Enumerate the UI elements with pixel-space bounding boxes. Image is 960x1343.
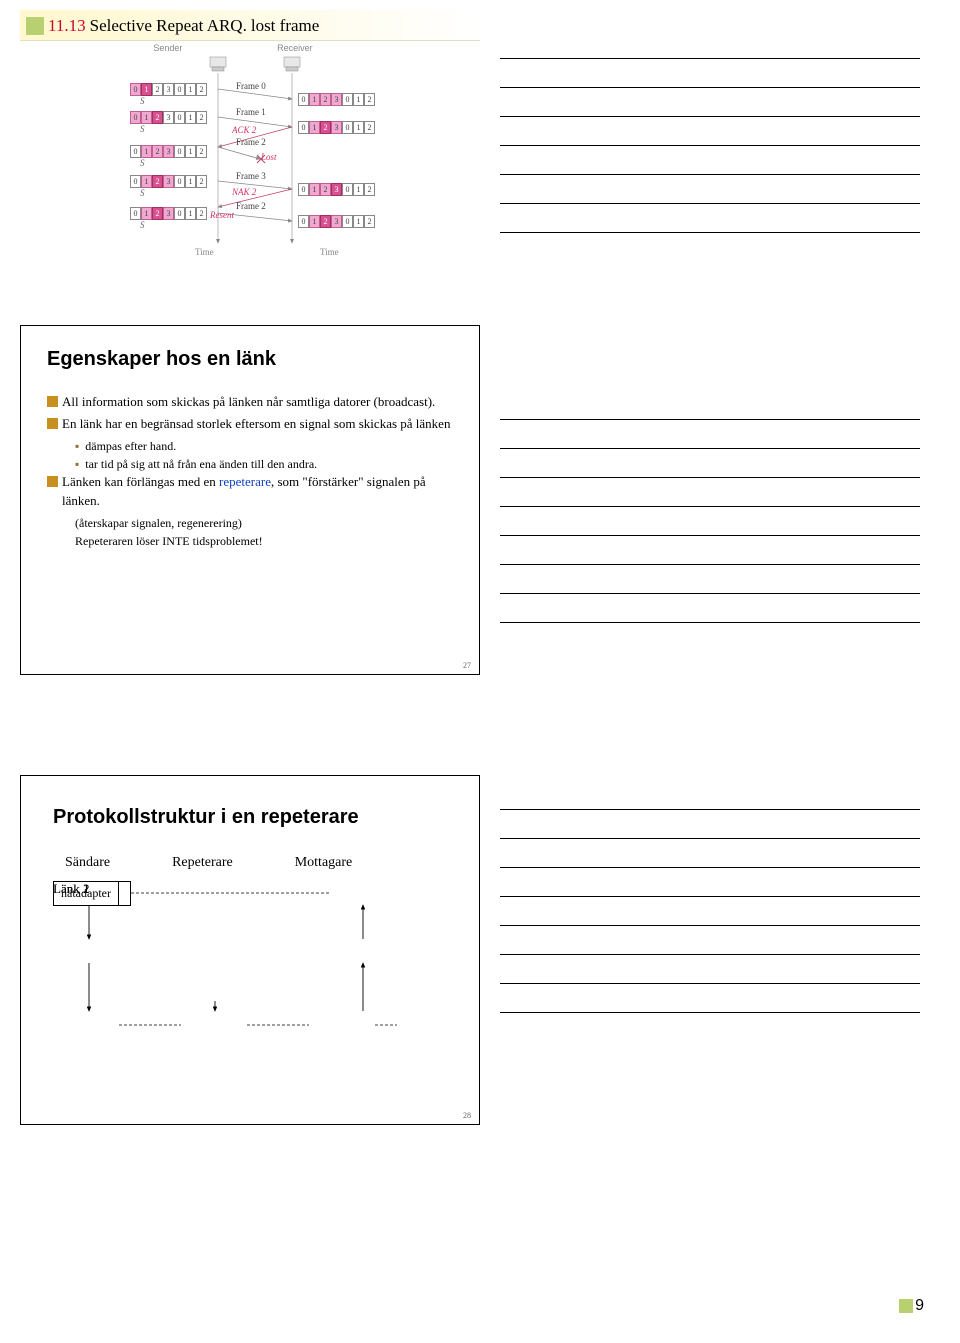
arq-diagram: Sender Receiver [60,43,420,265]
sender-label: Sender [153,43,182,53]
clover-icon [26,17,44,35]
sub-bullet-1: dämpas efter hand. [75,437,453,455]
slide-2: Egenskaper hos en länk All information s… [20,325,480,675]
clover-bullet-icon [47,476,58,487]
bullet-2: En länk har en begränsad storlek efterso… [47,415,453,433]
role-receiver: Mottagare [295,855,353,871]
role-repeater: Repeterare [172,855,233,871]
receiver-label: Receiver [277,43,313,53]
fig-num: 11.13 [48,16,86,36]
slide1-header: 11.13 Selective Repeat ARQ. lost frame [20,10,480,41]
slide-number: 27 [463,661,471,670]
clover-icon [899,1299,913,1313]
notes-lines [480,10,920,1125]
bullet-1: All information som skickas på länken nå… [47,393,453,411]
slide2-title: Egenskaper hos en länk [47,348,453,371]
footer-page-number: 9 [899,1297,924,1315]
sub-bullet-2: tar tid på sig att nå från ena änden til… [75,455,453,473]
protocol-diagram: applikation applikation länk länk överfö… [53,881,459,1081]
slide-number: 28 [463,1111,471,1120]
label-lank2: Länk 2 [53,881,89,897]
clover-bullet-icon [47,396,58,407]
fig-subtitle: lost frame [251,16,319,36]
slide-1: 11.13 Selective Repeat ARQ. lost frame S… [20,10,480,265]
note-1: (återskapar signalen, regenerering) [75,514,453,532]
bullet-3: Länken kan förlängas med en repeterare, … [47,473,453,509]
note-2: Repeteraren löser INTE tidsproblemet! [75,532,453,550]
fig-title: Selective Repeat ARQ. [90,16,247,36]
slide3-title: Protokollstruktur i en repeterare [53,806,459,829]
clover-bullet-icon [47,418,58,429]
role-sender: Sändare [65,855,110,871]
slide-3: Protokollstruktur i en repeterare Sändar… [20,775,480,1125]
